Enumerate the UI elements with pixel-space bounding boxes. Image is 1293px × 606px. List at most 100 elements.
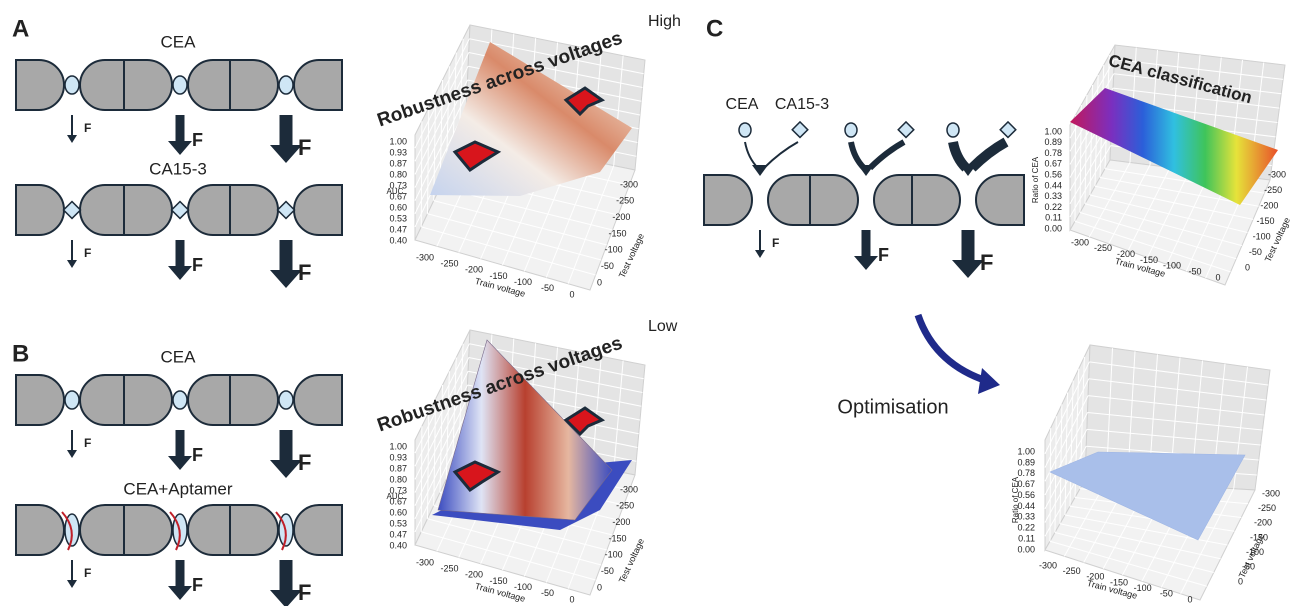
grid-line [469, 38, 644, 75]
tick-label: -150 [609, 228, 627, 238]
analyte [62, 200, 82, 220]
tick-label: 0.40 [389, 235, 407, 245]
tick-label: 0.93 [389, 147, 407, 157]
force-arrow [952, 230, 984, 278]
grid-line [1087, 412, 1263, 431]
tick-label: 0.67 [389, 191, 407, 201]
tick-label: 1.00 [389, 136, 407, 146]
tick-label: 0.67 [1044, 159, 1062, 169]
pore-wall [123, 59, 173, 111]
tick-label: 0.78 [1017, 468, 1035, 478]
pore-wall [975, 174, 1025, 226]
tick-label: -300 [1268, 169, 1286, 179]
grid-line [592, 356, 602, 467]
tick-label: -100 [514, 277, 532, 287]
flow-arrow [968, 137, 1009, 172]
tick-label: -150 [489, 271, 507, 281]
surface [1049, 451, 1246, 541]
pore-wall [79, 374, 129, 426]
analyte [172, 75, 188, 95]
aptamer [275, 511, 287, 551]
row-label: CA15-3 [149, 159, 207, 178]
grid-line [414, 371, 469, 480]
force-arrow [270, 560, 302, 606]
tick-label: 1.00 [1044, 126, 1062, 136]
force-label: F [84, 121, 91, 135]
grid-line [1044, 395, 1089, 482]
analyte [946, 122, 960, 138]
grid-line [1180, 488, 1235, 594]
tick-label: 0 [597, 277, 602, 287]
process-label: Optimisation [837, 396, 948, 418]
grid-line [1088, 395, 1265, 416]
tick-label: 0 [1238, 576, 1243, 586]
force-label: F [192, 445, 203, 465]
pore-wall [293, 184, 343, 236]
grid-line [445, 371, 450, 480]
grid-line [1069, 380, 1074, 507]
tick-label: -300 [620, 179, 638, 189]
pointer [452, 140, 502, 172]
analyte [738, 122, 752, 138]
panel-label: C [706, 15, 723, 42]
pore-wall [809, 174, 859, 226]
tick-label: -200 [1254, 518, 1272, 528]
pore-wall [229, 504, 279, 556]
grid-line [1088, 378, 1267, 401]
grid-line [1113, 87, 1280, 109]
pore-wall [123, 504, 173, 556]
tick-label: 0.73 [389, 180, 407, 190]
tick-label: -200 [465, 265, 483, 275]
tick-label: -150 [1250, 532, 1268, 542]
tick-label: 0.67 [1017, 479, 1035, 489]
tick-label: -300 [1039, 560, 1057, 570]
tick-label: 0.00 [1017, 544, 1035, 554]
tick-label: -100 [1163, 261, 1181, 271]
tick-label: -150 [1110, 577, 1128, 587]
tick-label: -250 [1063, 566, 1081, 576]
tick-label: -200 [1117, 249, 1135, 259]
tick-label: 0.44 [1017, 501, 1035, 511]
row-label: CEA+Aptamer [123, 479, 232, 498]
grid-line [414, 357, 470, 467]
tick-label: -100 [514, 582, 532, 592]
force-arrow [270, 240, 302, 288]
tick-label: -300 [620, 484, 638, 494]
flow-arrow [763, 141, 799, 169]
tick-label: -250 [1264, 185, 1282, 195]
tick-label: -200 [465, 570, 483, 580]
grid-line [1044, 412, 1088, 496]
force-arrow [67, 560, 77, 588]
pore-wall [911, 174, 961, 226]
force-arrow [854, 230, 878, 270]
tick-label: -250 [1258, 503, 1276, 513]
force-label: F [84, 436, 91, 450]
tick-label: 0.87 [389, 158, 407, 168]
tick-label: 0.40 [389, 540, 407, 550]
force-arrow [168, 430, 192, 470]
tick-label: 0.00 [1044, 223, 1062, 233]
force-label: F [192, 255, 203, 275]
grid-line [414, 38, 470, 149]
grid-line [414, 384, 468, 493]
tick-label: -50 [1188, 267, 1201, 277]
grid-line [469, 343, 644, 380]
aptamer [169, 511, 181, 551]
tick-label: -100 [1134, 583, 1152, 593]
tick-label: 0 [1215, 272, 1220, 282]
grid-line [414, 66, 469, 175]
tick-label: -100 [605, 245, 623, 255]
tick-label: -200 [1260, 200, 1278, 210]
grid-line [1094, 185, 1254, 220]
tick-label: 0.60 [389, 202, 407, 212]
grid-line [414, 343, 470, 454]
axis-label: Ratio of CEA [1031, 156, 1040, 203]
tick-label: -300 [416, 557, 434, 567]
grid-line [1166, 172, 1211, 265]
tick-label: -250 [440, 564, 458, 574]
tick-label: 1.00 [1017, 446, 1035, 456]
process-arrow-head [978, 368, 1000, 394]
tick-label: -150 [1257, 216, 1275, 226]
tick-label: 0.22 [1044, 202, 1062, 212]
flow-arrow-head [752, 165, 768, 176]
